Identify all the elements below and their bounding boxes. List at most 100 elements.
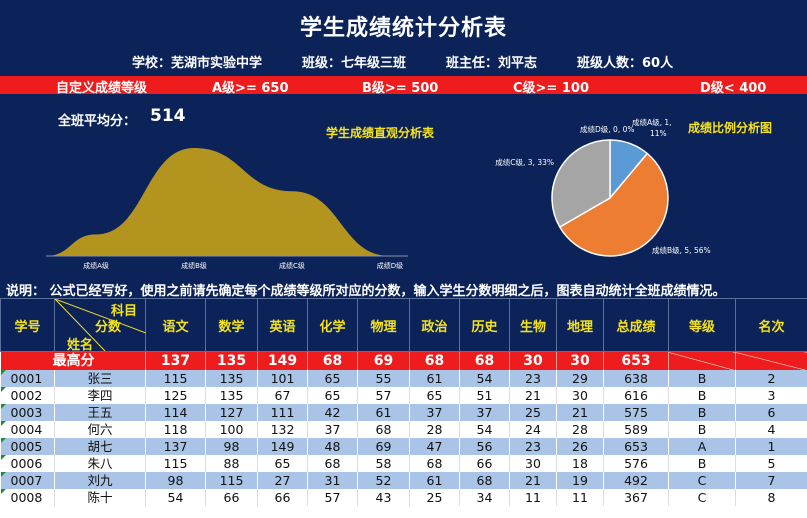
score-cell[interactable]: 115	[145, 370, 206, 387]
grade-d-threshold[interactable]: D级< 400	[700, 81, 767, 96]
score-cell[interactable]: 30	[556, 387, 604, 404]
score-cell[interactable]: 132	[257, 421, 308, 438]
grade-c-threshold[interactable]: C级>= 100	[513, 81, 589, 96]
student-id-cell[interactable]: 0008	[0, 489, 55, 506]
student-id-cell[interactable]: 0005	[0, 438, 55, 455]
score-cell[interactable]: 54	[145, 489, 206, 506]
student-name-cell[interactable]: 何六	[54, 421, 146, 438]
grade-cell[interactable]: B	[668, 404, 736, 421]
grade-cell[interactable]: B	[668, 387, 736, 404]
score-cell[interactable]: 11	[556, 489, 604, 506]
score-cell[interactable]: 37	[409, 404, 460, 421]
grade-a-threshold[interactable]: A级>= 650	[212, 81, 289, 96]
score-cell[interactable]: 28	[556, 421, 604, 438]
score-cell[interactable]: 68	[409, 455, 460, 472]
score-cell[interactable]: 56	[459, 438, 510, 455]
student-id-cell[interactable]: 0002	[0, 387, 55, 404]
score-cell[interactable]: 18	[556, 455, 604, 472]
score-cell[interactable]: 21	[509, 472, 557, 489]
student-id-cell[interactable]: 0004	[0, 421, 55, 438]
score-cell[interactable]: 68	[357, 421, 410, 438]
score-cell[interactable]: 37	[307, 421, 358, 438]
score-cell[interactable]: 88	[205, 455, 258, 472]
student-name-cell[interactable]: 朱八	[54, 455, 146, 472]
rank-cell[interactable]: 4	[735, 421, 807, 438]
score-cell[interactable]: 115	[205, 472, 258, 489]
score-cell[interactable]: 43	[357, 489, 410, 506]
score-cell[interactable]: 65	[307, 387, 358, 404]
rank-cell[interactable]: 5	[735, 455, 807, 472]
rank-cell[interactable]: 1	[735, 438, 807, 455]
student-id-cell[interactable]: 0001	[0, 370, 55, 387]
score-cell[interactable]: 98	[145, 472, 206, 489]
score-cell[interactable]: 589	[603, 421, 669, 438]
score-cell[interactable]: 66	[257, 489, 308, 506]
score-cell[interactable]: 26	[556, 438, 604, 455]
rank-cell[interactable]: 6	[735, 404, 807, 421]
score-cell[interactable]: 19	[556, 472, 604, 489]
score-cell[interactable]: 27	[257, 472, 308, 489]
grade-cell[interactable]: C	[668, 472, 736, 489]
score-cell[interactable]: 58	[357, 455, 410, 472]
grade-cell[interactable]: B	[668, 421, 736, 438]
score-cell[interactable]: 51	[459, 387, 510, 404]
score-cell[interactable]: 575	[603, 404, 669, 421]
score-cell[interactable]: 101	[257, 370, 308, 387]
score-cell[interactable]: 149	[257, 438, 308, 455]
score-cell[interactable]: 68	[307, 455, 358, 472]
score-cell[interactable]: 65	[409, 387, 460, 404]
score-cell[interactable]: 37	[459, 404, 510, 421]
student-id-cell[interactable]: 0007	[0, 472, 55, 489]
score-cell[interactable]: 67	[257, 387, 308, 404]
score-cell[interactable]: 23	[509, 438, 557, 455]
score-cell[interactable]: 21	[509, 387, 557, 404]
student-name-cell[interactable]: 胡七	[54, 438, 146, 455]
score-cell[interactable]: 52	[357, 472, 410, 489]
student-name-cell[interactable]: 刘九	[54, 472, 146, 489]
score-cell[interactable]: 66	[459, 455, 510, 472]
score-cell[interactable]: 23	[509, 370, 557, 387]
score-cell[interactable]: 25	[509, 404, 557, 421]
student-name-cell[interactable]: 王五	[54, 404, 146, 421]
score-cell[interactable]: 98	[205, 438, 258, 455]
score-cell[interactable]: 111	[257, 404, 308, 421]
score-cell[interactable]: 127	[205, 404, 258, 421]
score-cell[interactable]: 576	[603, 455, 669, 472]
score-cell[interactable]: 61	[409, 472, 460, 489]
score-cell[interactable]: 616	[603, 387, 669, 404]
score-cell[interactable]: 57	[357, 387, 410, 404]
student-id-cell[interactable]: 0006	[0, 455, 55, 472]
score-cell[interactable]: 367	[603, 489, 669, 506]
score-cell[interactable]: 54	[459, 370, 510, 387]
score-cell[interactable]: 100	[205, 421, 258, 438]
grade-b-threshold[interactable]: B级>= 500	[362, 81, 439, 96]
score-cell[interactable]: 135	[205, 387, 258, 404]
score-cell[interactable]: 118	[145, 421, 206, 438]
rank-cell[interactable]: 7	[735, 472, 807, 489]
rank-cell[interactable]: 8	[735, 489, 807, 506]
score-cell[interactable]: 57	[307, 489, 358, 506]
student-name-cell[interactable]: 陈十	[54, 489, 146, 506]
score-cell[interactable]: 135	[205, 370, 258, 387]
score-cell[interactable]: 492	[603, 472, 669, 489]
score-cell[interactable]: 61	[409, 370, 460, 387]
score-cell[interactable]: 137	[145, 438, 206, 455]
score-cell[interactable]: 65	[307, 370, 358, 387]
rank-cell[interactable]: 2	[735, 370, 807, 387]
grade-cell[interactable]: B	[668, 370, 736, 387]
student-id-cell[interactable]: 0003	[0, 404, 55, 421]
student-name-cell[interactable]: 张三	[54, 370, 146, 387]
score-cell[interactable]: 115	[145, 455, 206, 472]
score-cell[interactable]: 28	[409, 421, 460, 438]
score-cell[interactable]: 25	[409, 489, 460, 506]
score-cell[interactable]: 34	[459, 489, 510, 506]
score-cell[interactable]: 66	[205, 489, 258, 506]
score-cell[interactable]: 54	[459, 421, 510, 438]
rank-cell[interactable]: 3	[735, 387, 807, 404]
score-cell[interactable]: 21	[556, 404, 604, 421]
grade-cell[interactable]: C	[668, 489, 736, 506]
grade-cell[interactable]: B	[668, 455, 736, 472]
grade-cell[interactable]: A	[668, 438, 736, 455]
score-cell[interactable]: 653	[603, 438, 669, 455]
score-cell[interactable]: 31	[307, 472, 358, 489]
